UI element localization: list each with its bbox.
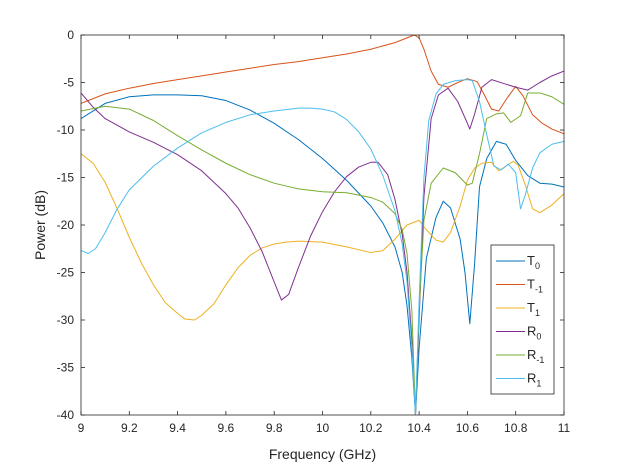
x-tick-label: 10.2 — [359, 421, 383, 435]
x-tick-label: 10 — [316, 421, 330, 435]
x-tick-label: 9.8 — [266, 421, 283, 435]
series-layer — [81, 35, 564, 415]
x-tick-label: 9 — [78, 421, 85, 435]
y-tick-label: -40 — [57, 408, 75, 422]
y-tick-label: -35 — [57, 361, 75, 375]
x-tick-label: 11 — [558, 421, 571, 435]
series-line-tm1 — [81, 35, 564, 135]
y-tick-label: -5 — [63, 76, 74, 90]
x-tick-label: 10.4 — [407, 421, 431, 435]
x-tick-label: 9.2 — [121, 421, 138, 435]
y-tick-label: 0 — [67, 28, 74, 42]
plot-area — [81, 35, 564, 415]
y-tick-label: -20 — [57, 218, 75, 232]
series-line-r1 — [81, 79, 564, 415]
x-tick-label: 10.8 — [504, 421, 528, 435]
y-tick-label: -15 — [57, 171, 75, 185]
x-axis-label: Frequency (GHz) — [269, 446, 376, 462]
series-line-rm1 — [81, 92, 564, 415]
legend-box — [490, 244, 555, 395]
x-tick-label: 10.6 — [456, 421, 480, 435]
series-line-t0 — [81, 94, 564, 415]
x-tick-label: 9.6 — [218, 421, 235, 435]
y-axis-label: Power (dB) — [32, 190, 48, 260]
y-tick-label: -25 — [57, 266, 75, 280]
ticks-layer: 9 9.2 9.4 9.6 9.8 10 10.2 10.4 10.6 10.8 11 0 -5 -10 -… — [57, 28, 571, 435]
x-tick-label: 9.4 — [169, 421, 186, 435]
series-line-r0 — [81, 70, 564, 415]
y-tick-label: -30 — [57, 313, 75, 327]
y-tick-label: -10 — [57, 123, 75, 137]
